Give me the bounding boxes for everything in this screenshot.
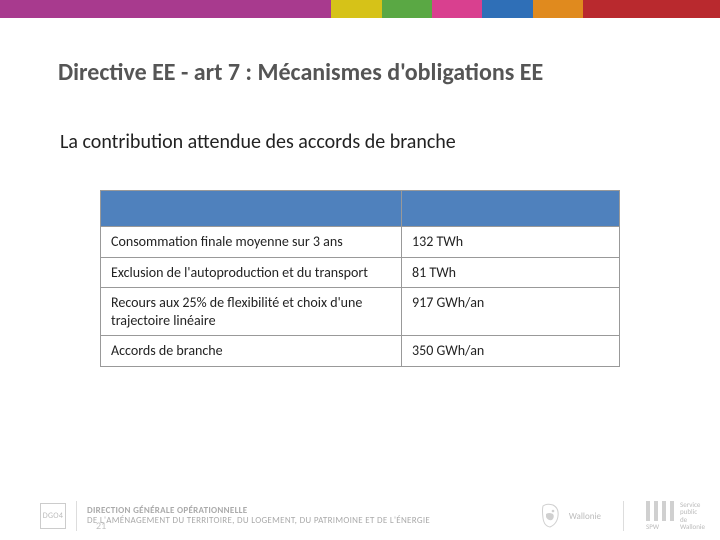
table-cell-value: 132 TWh [402, 227, 620, 258]
data-table: Consommation finale moyenne sur 3 ans 13… [100, 190, 620, 367]
table-row: Recours aux 25% de flexibilité et choix … [101, 288, 620, 336]
table-row: Consommation finale moyenne sur 3 ans 13… [101, 227, 620, 258]
footer-brand: DGO4 DIRECTION GÉNÉRALE OPÉRATIONNELLE D… [0, 501, 430, 531]
subtitle: La contribution attendue des accords de … [60, 130, 680, 154]
wallonie-label: Wallonie [569, 511, 601, 522]
table-cell-value: 350 GWh/an [402, 336, 620, 367]
spw-label: SPW [646, 523, 674, 530]
top-strip-segment [533, 0, 583, 18]
wallonie-logo-icon [539, 502, 563, 530]
top-strip-segment [331, 0, 381, 18]
page-title: Directive EE - art 7 : Mécanismes d'obli… [58, 58, 680, 87]
table-header-cell [101, 191, 402, 227]
top-strip-segment [0, 0, 331, 18]
table-cell-label: Accords de branche [101, 336, 402, 367]
spw-sub1: Service public [680, 501, 705, 516]
table-cell-label: Consommation finale moyenne sur 3 ans [101, 227, 402, 258]
page-number: 21 [96, 519, 106, 532]
top-strip-segment [583, 0, 720, 18]
table-row: Accords de branche 350 GWh/an [101, 336, 620, 367]
table-header-row [101, 191, 620, 227]
top-strip-segment [432, 0, 482, 18]
table-cell-label: Recours aux 25% de flexibilité et choix … [101, 288, 402, 336]
table-cell-label: Exclusion de l'autoproduction et du tran… [101, 257, 402, 288]
spw-sub2: de Wallonie [680, 516, 705, 531]
top-strip-segment [382, 0, 432, 18]
footer-divider [76, 501, 77, 531]
table-row: Exclusion de l'autoproduction et du tran… [101, 257, 620, 288]
footer: DGO4 DIRECTION GÉNÉRALE OPÉRATIONNELLE D… [0, 492, 720, 540]
top-color-strip [0, 0, 720, 18]
dgo4-badge: DGO4 [40, 503, 66, 529]
table-cell-value: 81 TWh [402, 257, 620, 288]
slide: Directive EE - art 7 : Mécanismes d'obli… [0, 0, 720, 540]
footer-line2: DE L'AMÉNAGEMENT DU TERRITOIRE, DU LOGEM… [87, 516, 430, 526]
table-header-cell [402, 191, 620, 227]
table-body: Consommation finale moyenne sur 3 ans 13… [101, 227, 620, 367]
spw-logo-icon: SPW Service public de Wallonie [646, 501, 700, 531]
top-strip-segment [482, 0, 532, 18]
footer-divider [623, 501, 624, 531]
footer-directorate: DIRECTION GÉNÉRALE OPÉRATIONNELLE DE L'A… [87, 506, 430, 526]
table-cell-value: 917 GWh/an [402, 288, 620, 336]
footer-logos: Wallonie SPW Service public de Wallonie [539, 501, 720, 531]
